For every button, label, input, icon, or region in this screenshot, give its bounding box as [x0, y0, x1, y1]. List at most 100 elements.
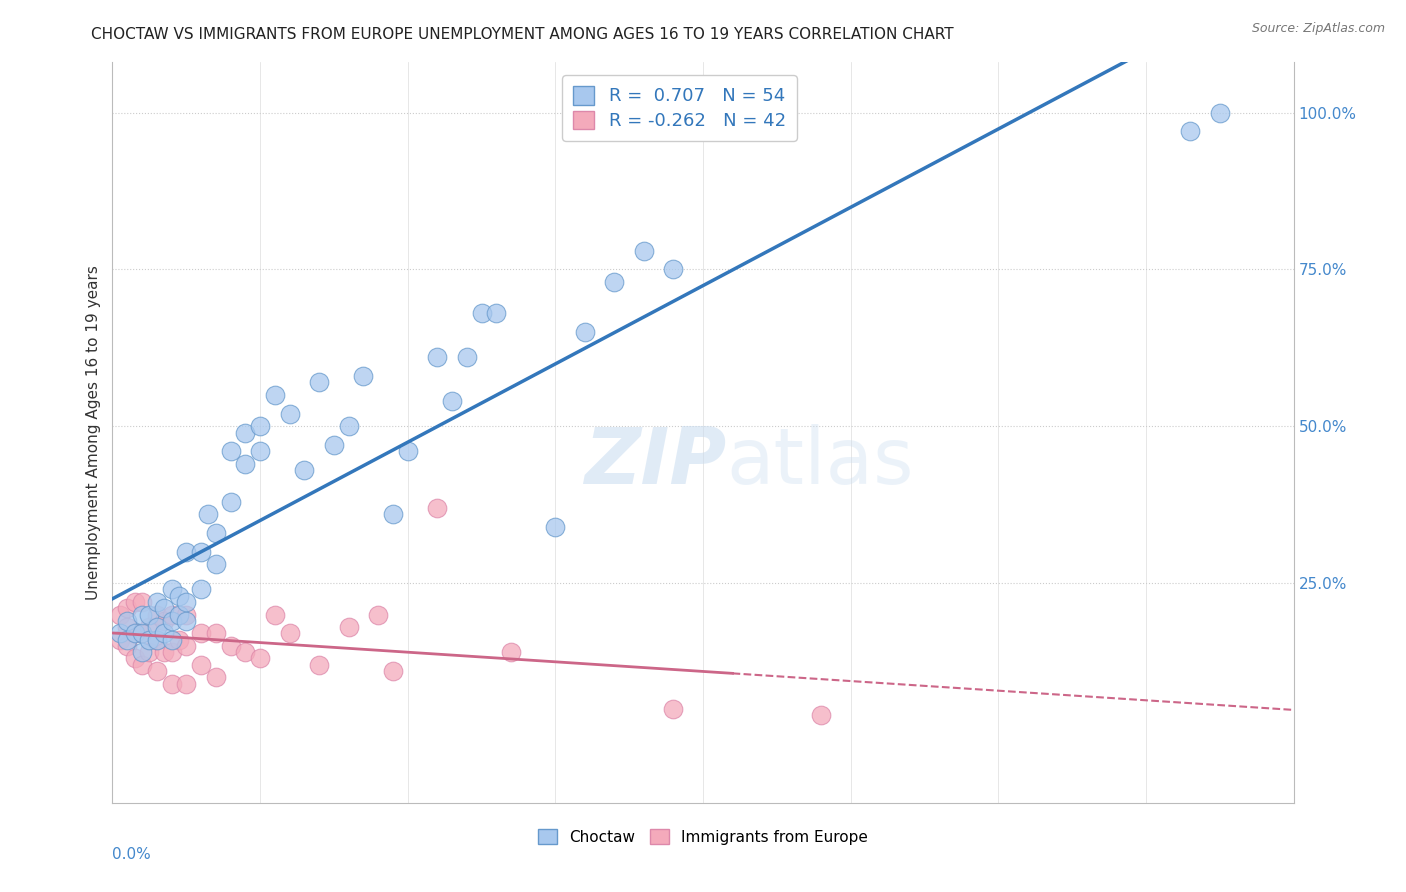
- Point: [441, 394, 464, 409]
- Point: [146, 595, 169, 609]
- Point: [337, 620, 360, 634]
- Point: [117, 614, 138, 628]
- Point: [485, 306, 508, 320]
- Point: [205, 558, 228, 572]
- Point: [308, 657, 330, 672]
- Point: [167, 607, 190, 622]
- Point: [501, 645, 523, 659]
- Point: [160, 632, 183, 647]
- Point: [167, 589, 190, 603]
- Point: [146, 632, 169, 647]
- Point: [174, 607, 197, 622]
- Point: [160, 607, 183, 622]
- Point: [174, 676, 197, 690]
- Point: [249, 419, 271, 434]
- Point: [174, 614, 197, 628]
- Point: [367, 607, 389, 622]
- Point: [426, 351, 449, 365]
- Point: [146, 607, 169, 622]
- Point: [138, 645, 160, 659]
- Point: [574, 325, 596, 339]
- Point: [117, 620, 138, 634]
- Point: [138, 607, 160, 622]
- Point: [146, 632, 169, 647]
- Point: [117, 639, 138, 653]
- Text: Source: ZipAtlas.com: Source: ZipAtlas.com: [1251, 22, 1385, 36]
- Point: [108, 632, 131, 647]
- Point: [633, 244, 655, 258]
- Point: [117, 632, 138, 647]
- Point: [396, 444, 419, 458]
- Point: [131, 657, 153, 672]
- Point: [167, 632, 190, 647]
- Point: [124, 626, 146, 640]
- Point: [160, 676, 183, 690]
- Point: [124, 626, 146, 640]
- Point: [278, 407, 301, 421]
- Point: [1208, 105, 1232, 120]
- Point: [382, 507, 405, 521]
- Point: [219, 444, 242, 458]
- Point: [108, 626, 131, 640]
- Legend: Choctaw, Immigrants from Europe: Choctaw, Immigrants from Europe: [533, 822, 873, 851]
- Point: [337, 419, 360, 434]
- Text: 0.0%: 0.0%: [112, 847, 152, 863]
- Point: [124, 595, 146, 609]
- Point: [249, 444, 271, 458]
- Point: [153, 626, 176, 640]
- Point: [264, 388, 287, 402]
- Point: [662, 262, 685, 277]
- Point: [146, 620, 169, 634]
- Point: [190, 626, 212, 640]
- Point: [174, 639, 197, 653]
- Text: ZIP: ZIP: [585, 425, 727, 500]
- Point: [352, 369, 374, 384]
- Point: [160, 614, 183, 628]
- Point: [124, 651, 146, 665]
- Point: [233, 645, 256, 659]
- Point: [233, 457, 256, 471]
- Point: [153, 614, 176, 628]
- Point: [197, 507, 219, 521]
- Point: [249, 651, 271, 665]
- Point: [603, 275, 626, 289]
- Point: [160, 645, 183, 659]
- Point: [138, 632, 160, 647]
- Point: [292, 463, 315, 477]
- Point: [662, 701, 685, 715]
- Point: [174, 545, 197, 559]
- Point: [233, 425, 256, 440]
- Point: [470, 306, 494, 320]
- Point: [131, 645, 153, 659]
- Text: CHOCTAW VS IMMIGRANTS FROM EUROPE UNEMPLOYMENT AMONG AGES 16 TO 19 YEARS CORRELA: CHOCTAW VS IMMIGRANTS FROM EUROPE UNEMPL…: [91, 27, 955, 42]
- Point: [117, 601, 138, 615]
- Point: [190, 657, 212, 672]
- Point: [131, 607, 153, 622]
- Point: [810, 708, 832, 723]
- Point: [131, 626, 153, 640]
- Point: [131, 595, 153, 609]
- Point: [160, 582, 183, 597]
- Point: [456, 351, 478, 365]
- Point: [108, 607, 131, 622]
- Point: [278, 626, 301, 640]
- Point: [138, 620, 160, 634]
- Point: [205, 670, 228, 684]
- Point: [146, 664, 169, 678]
- Point: [219, 494, 242, 508]
- Point: [1178, 124, 1201, 138]
- Y-axis label: Unemployment Among Ages 16 to 19 years: Unemployment Among Ages 16 to 19 years: [86, 265, 101, 600]
- Point: [205, 526, 228, 541]
- Point: [153, 601, 176, 615]
- Point: [205, 626, 228, 640]
- Point: [131, 626, 153, 640]
- Point: [426, 500, 449, 515]
- Point: [190, 582, 212, 597]
- Point: [174, 595, 197, 609]
- Point: [382, 664, 405, 678]
- Text: atlas: atlas: [727, 425, 914, 500]
- Point: [323, 438, 346, 452]
- Point: [153, 645, 176, 659]
- Point: [219, 639, 242, 653]
- Point: [544, 520, 567, 534]
